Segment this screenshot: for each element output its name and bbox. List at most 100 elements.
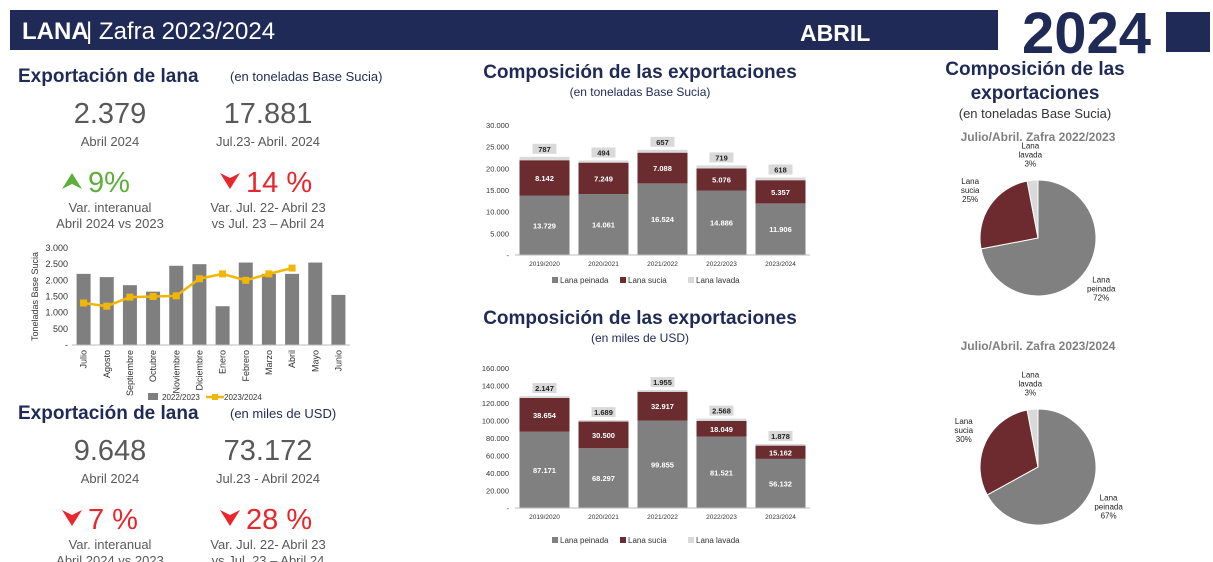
pie-category-line: lavada: [1018, 150, 1042, 159]
y-tick-label: 30.000: [486, 121, 509, 130]
value-label: 1.955: [653, 378, 672, 387]
bar-segment: [637, 391, 688, 421]
bar-segment: [578, 448, 629, 508]
bar-segment: [696, 436, 747, 508]
x-tick-label: Junio: [333, 350, 343, 372]
bar: [238, 262, 253, 345]
bar-segment: [637, 420, 688, 508]
line-marker: [242, 276, 250, 284]
legend-label: Lana peinada: [560, 276, 609, 285]
bar-segment: [696, 168, 747, 191]
variation-arrow: [220, 510, 240, 526]
pie-category-line: lavada: [1018, 379, 1042, 388]
x-tick-label: 2021/2022: [647, 261, 678, 268]
bar-segment: [637, 152, 688, 184]
x-tick-label: Octubre: [148, 350, 158, 382]
value-label: 11.906: [769, 225, 792, 234]
pie-slice: [1026, 179, 1039, 239]
bar-segment: [637, 183, 688, 255]
bar-segment: [755, 458, 806, 508]
bar-segment: [578, 420, 629, 422]
legend-swatch: [688, 277, 694, 283]
pie-category-line: Lana: [1021, 141, 1039, 150]
value-label: 2.147: [535, 384, 554, 393]
pie-category-line: Lana: [1021, 370, 1039, 379]
y-tick-label: 500: [53, 324, 68, 334]
x-tick-label: Mayo: [310, 350, 320, 372]
pie-category: Lana lavada: [1018, 370, 1042, 388]
value-label: 657: [656, 138, 669, 147]
value-label: 2.568: [712, 407, 731, 416]
value-label-box: [591, 147, 616, 158]
y-tick-label: 80.000: [486, 434, 509, 443]
bar-segment: [519, 431, 570, 508]
value-label: 1.689: [594, 408, 613, 417]
variation-value: 7 %: [88, 504, 138, 536]
bar-segment: [755, 180, 806, 204]
pie-label: Lana sucia 30%: [954, 417, 973, 444]
line-marker: [149, 293, 157, 300]
value-label: 32.917: [651, 402, 674, 411]
value-label: 87.171: [533, 466, 556, 475]
legend-label: 2022/2023: [162, 393, 200, 402]
value-label: 81.521: [710, 468, 733, 477]
value-label-box: [532, 143, 557, 154]
variation-caption: Var. Jul. 22- Abril 23: [210, 537, 325, 552]
y-tick-label: 1.500: [45, 292, 68, 302]
chart-subtitle: (en miles de USD): [591, 331, 689, 345]
pie-category-line: Lana: [1100, 494, 1118, 503]
value-label: 99.855: [651, 460, 674, 469]
y-tick-label: 1.000: [45, 308, 68, 318]
line-marker: [126, 293, 134, 301]
pie-category: Lana peinada: [1094, 494, 1123, 512]
pie-category-line: Lana: [1092, 275, 1110, 284]
x-tick-label: 2019/2020: [529, 514, 560, 521]
bar: [169, 265, 184, 345]
pie-category: Lana lavada: [1018, 141, 1042, 159]
pie-label: Lana lavada 3%: [1018, 370, 1042, 397]
y-tick-label: 20.000: [486, 164, 509, 173]
variation-caption: vs Jul. 23 – Abril 24: [212, 553, 325, 562]
value-label: 5.357: [771, 188, 790, 197]
variation-caption: Var. interanual: [69, 537, 152, 552]
x-tick-label: 2023/2024: [765, 261, 796, 268]
variation-value: 14 %: [246, 167, 312, 199]
value-label: 30.500: [592, 431, 615, 440]
value-label: 5.076: [712, 175, 731, 184]
x-tick-label: 2020/2021: [588, 261, 619, 268]
pie-value-label: 67%: [1101, 512, 1117, 521]
value-label: 8.142: [535, 174, 554, 183]
legend-swatch: [552, 277, 558, 283]
y-tick-label: 160.000: [482, 364, 509, 373]
bar-segment: [519, 156, 570, 161]
x-tick-label: 2022/2023: [706, 261, 737, 268]
pie-header-title: Composición de las: [945, 59, 1124, 80]
legend-label: Lana sucia: [628, 276, 667, 285]
y-tick-label: 140.000: [482, 382, 509, 391]
variation-caption: Abril 2024 vs 2023: [56, 216, 164, 231]
x-tick-label: Enero: [218, 350, 228, 374]
legend-label: Lana lavada: [696, 536, 740, 545]
pie-category-line: sucia: [961, 186, 980, 195]
bar: [99, 277, 114, 345]
y-tick-label: -: [65, 340, 68, 350]
bar-segment: [755, 203, 806, 255]
chart-title: Composición de las exportaciones: [483, 308, 797, 329]
legend-label: Lana peinada: [560, 536, 609, 545]
value-label: 1.878: [771, 432, 790, 441]
bar-segment: [578, 421, 629, 449]
line-marker: [103, 302, 111, 310]
pie-slice: [986, 408, 1097, 526]
pie-slice: [1026, 408, 1039, 468]
y-tick-label: -: [507, 504, 510, 513]
variation-arrow: [220, 173, 240, 189]
pie-header-title: exportaciones: [971, 83, 1100, 104]
value-label-box: [532, 383, 557, 394]
pie-category: Lana sucia: [961, 177, 980, 195]
line-marker: [219, 270, 227, 278]
bar: [261, 273, 276, 345]
value-label: 7.088: [653, 164, 672, 173]
bar-segment: [755, 177, 806, 181]
x-tick-label: 2023/2024: [765, 514, 796, 521]
